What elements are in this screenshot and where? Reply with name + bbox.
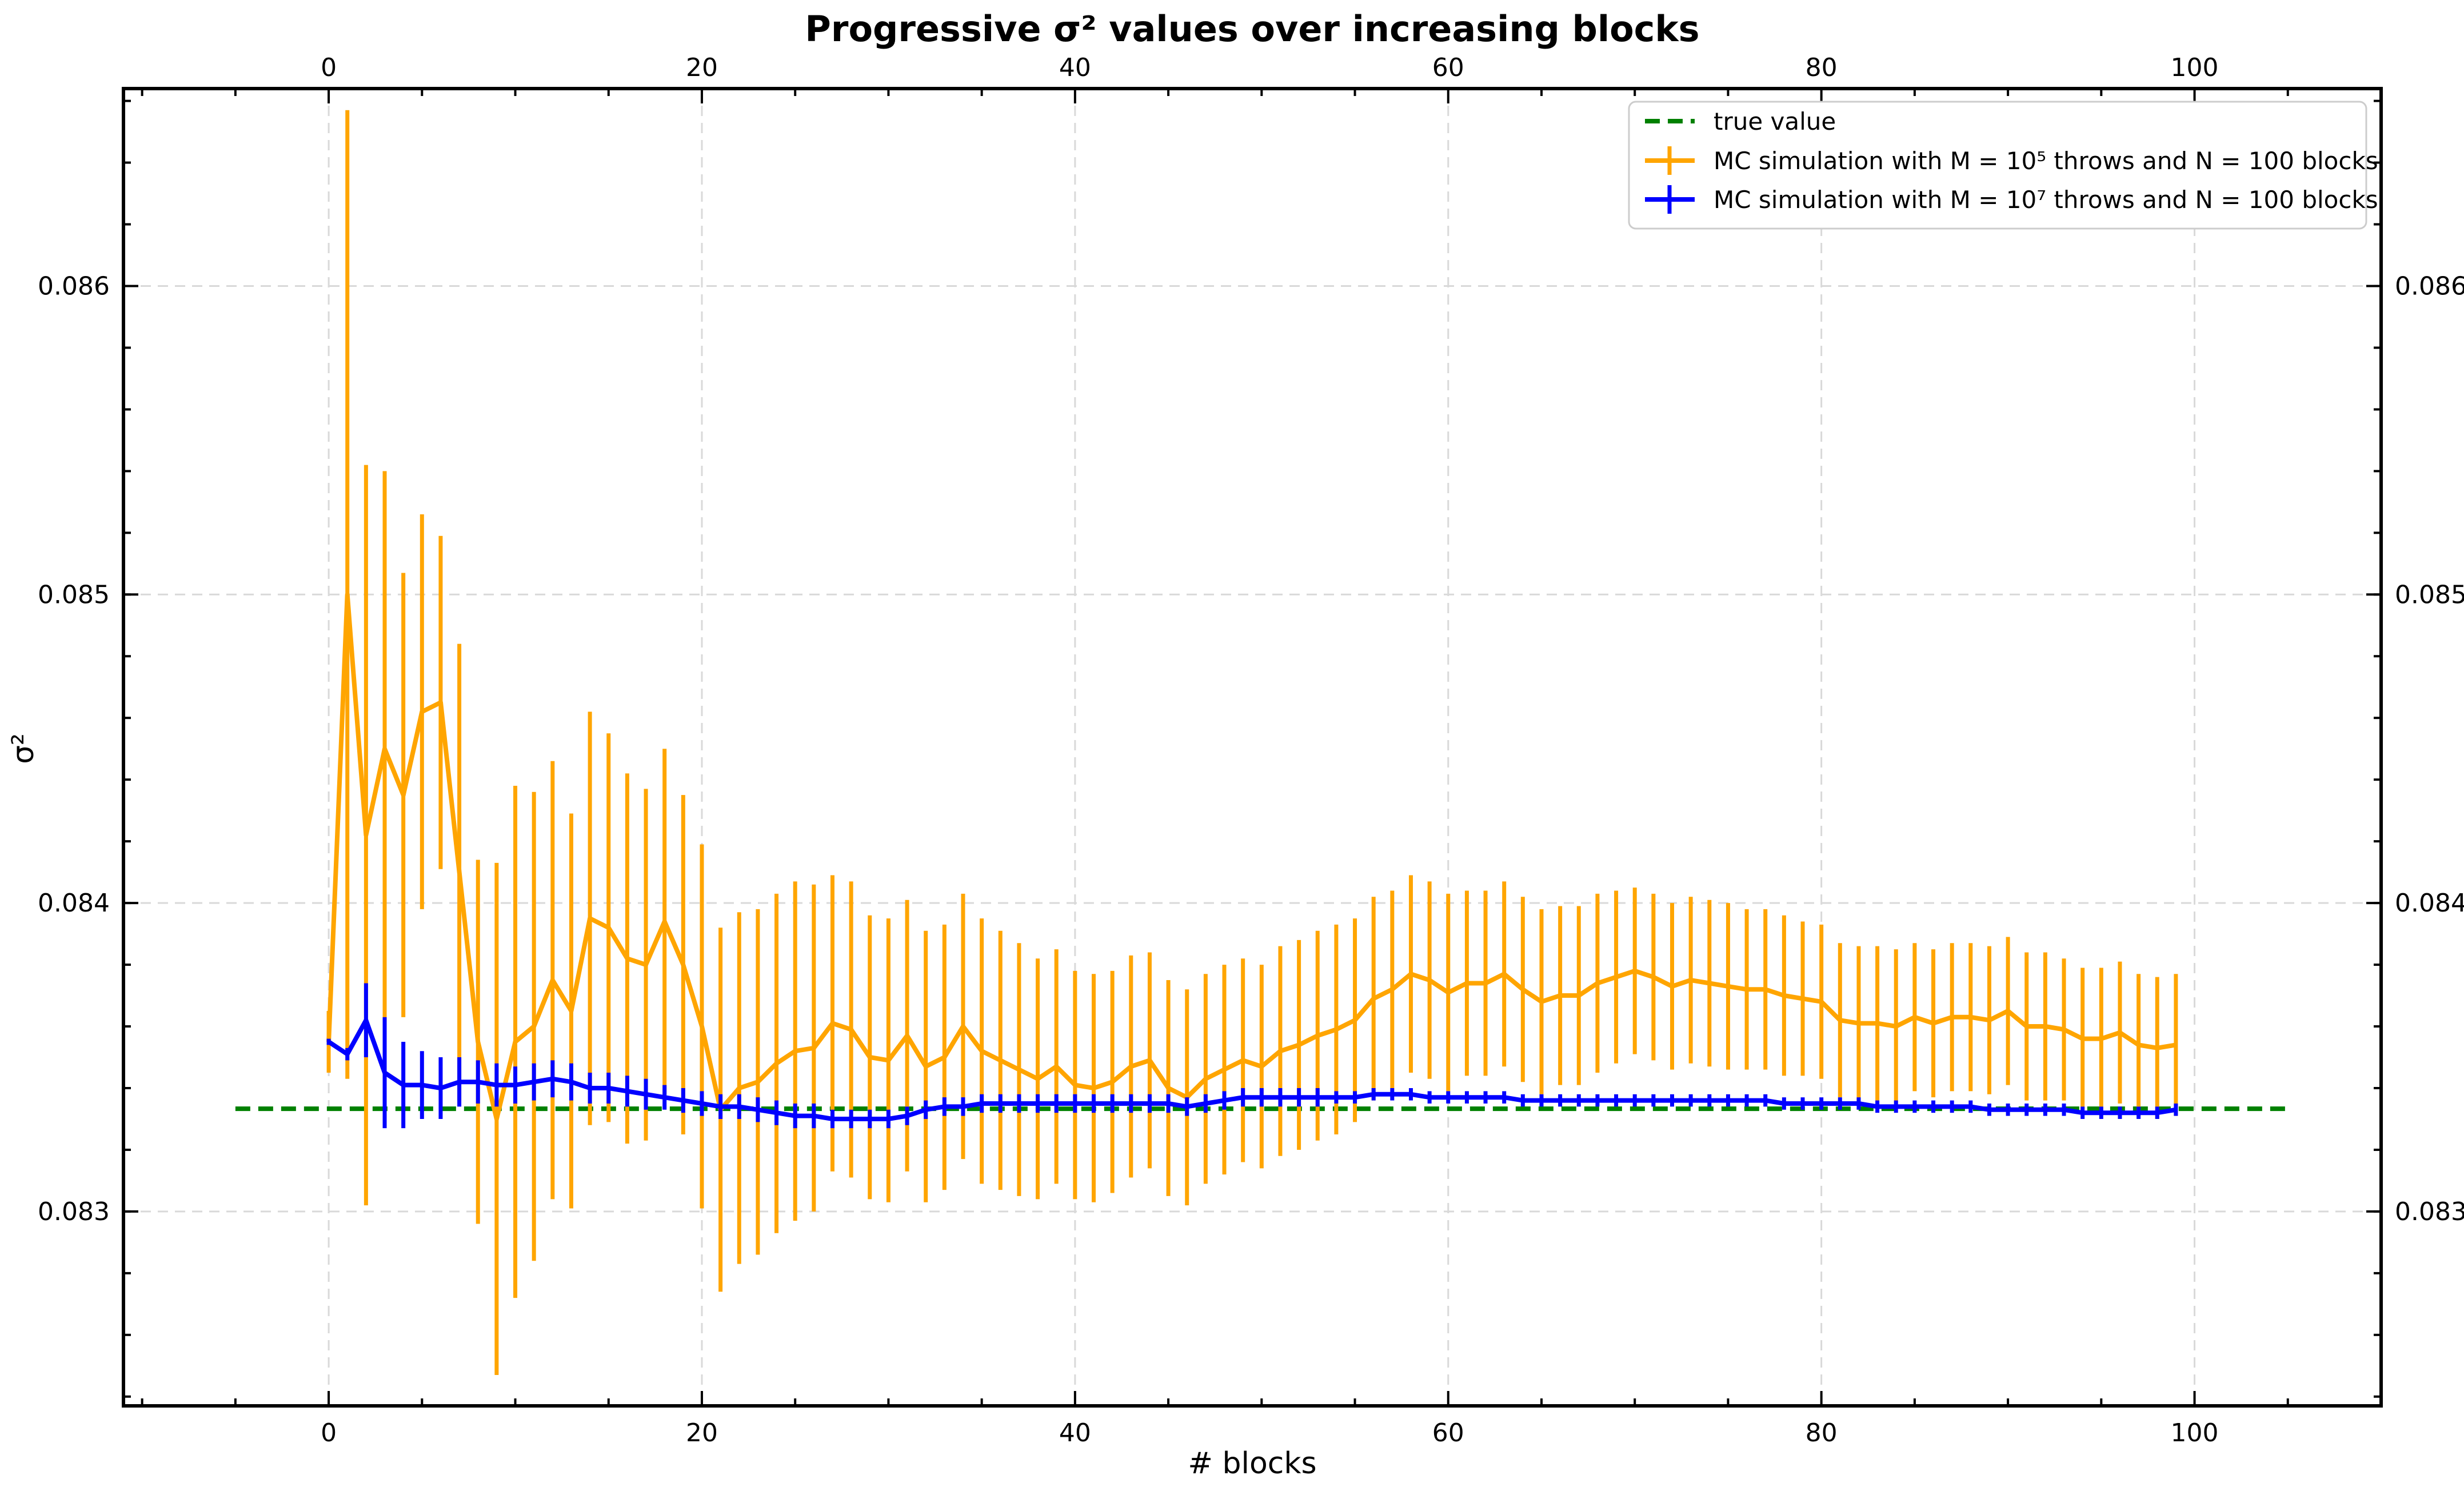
axis-ticks: [123, 89, 2381, 1406]
x-tick-label-top: 40: [1059, 53, 1091, 82]
plot-frame: [122, 87, 2383, 1408]
y-tick-label: 0.084: [38, 889, 110, 918]
legend-label-series-1: MC simulation with M = 10⁷ throws and N …: [1714, 186, 2378, 214]
y-tick-label-right: 0.086: [2395, 271, 2464, 301]
series-layer: [326, 110, 2178, 1376]
x-tick-label-top: 80: [1806, 53, 1838, 82]
y-axis-label: σ²: [6, 733, 41, 764]
series-line: [327, 1018, 2177, 1121]
x-tick-label-top: 0: [321, 53, 337, 82]
x-axis-label: # blocks: [1188, 1446, 1316, 1481]
x-tick-label: 60: [1432, 1418, 1464, 1448]
series-1: [326, 983, 2178, 1129]
x-tick-label: 80: [1806, 1418, 1838, 1448]
chart-title: Progressive σ² values over increasing bl…: [805, 8, 1699, 50]
y-tick-label-right: 0.085: [2395, 580, 2464, 609]
y-tick-label: 0.086: [38, 271, 110, 301]
x-tick-label-top: 100: [2171, 53, 2219, 82]
legend-label-series-0: MC simulation with M = 10⁵ throws and N …: [1714, 147, 2378, 175]
x-tick-label: 40: [1059, 1418, 1091, 1448]
x-tick-label-top: 20: [686, 53, 718, 82]
x-tick-label: 20: [686, 1418, 718, 1448]
y-tick-label-right: 0.083: [2395, 1197, 2464, 1226]
x-tick-label: 100: [2171, 1418, 2219, 1448]
x-tick-label-top: 60: [1432, 53, 1464, 82]
y-tick-label-right: 0.084: [2395, 889, 2464, 918]
y-tick-label: 0.085: [38, 580, 110, 609]
tick-labels: 0 0 20 20 40 40 60 60 80 80 100 100 0.083 0.083 0.084 0…: [38, 53, 2464, 1448]
x-tick-label: 0: [321, 1418, 337, 1448]
series-line: [326, 592, 2177, 1121]
legend-label-true-value: true value: [1714, 107, 1836, 135]
legend-box: [1628, 101, 2367, 230]
legend: true value MC simulation with M = 10⁵ th…: [1628, 101, 2378, 230]
y-tick-label: 0.083: [38, 1197, 110, 1226]
